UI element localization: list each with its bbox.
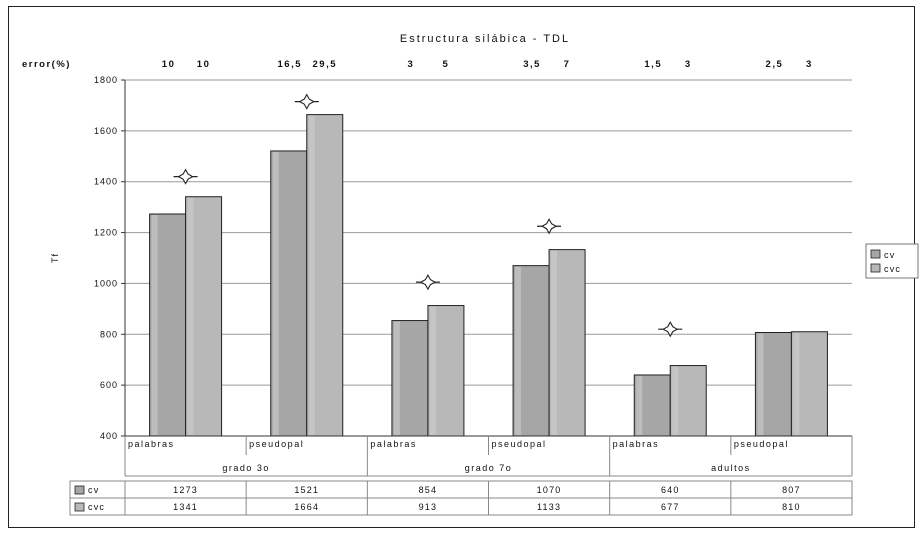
table-cell: 1664 [294, 502, 319, 512]
error-value: 16,5 [278, 59, 303, 70]
bar-shade [636, 375, 643, 435]
table-key-swatch [74, 485, 85, 495]
bar-shade [393, 321, 400, 435]
error-value: 10 [197, 59, 211, 70]
table-series-name: cvc [88, 502, 105, 512]
legend-swatch [870, 263, 881, 273]
bar-shade [151, 215, 158, 435]
significance-marker [177, 168, 194, 185]
legend-label: cvc [884, 264, 901, 274]
group-label: adultos [711, 463, 751, 473]
table-key-swatch [74, 502, 85, 512]
category-label: pseudopal [734, 439, 789, 449]
bar-shade [757, 333, 764, 435]
category-label: palabras [128, 439, 175, 449]
category-label: pseudopal [492, 439, 547, 449]
bars [149, 114, 828, 437]
significance-marker [540, 218, 558, 235]
category-label: palabras [613, 439, 660, 449]
y-tick-label: 1400 [94, 177, 118, 187]
legend-label: cv [884, 250, 895, 260]
chart-title: Estructura silábica - TDL [400, 33, 570, 45]
bar-shade [272, 151, 279, 435]
table-cell: 1070 [537, 485, 562, 495]
error-value: 2,5 [766, 59, 784, 70]
table-cell: 913 [419, 502, 438, 512]
error-value: 3 [408, 59, 415, 70]
error-value: 7 [564, 59, 571, 70]
table-cell: 1521 [294, 485, 319, 495]
bar-shade [793, 332, 800, 435]
bar-shade [515, 266, 522, 435]
table-cell: 1341 [173, 502, 198, 512]
table-cell: 810 [782, 502, 801, 512]
y-tick-label: 600 [100, 380, 118, 390]
y-tick-label: 800 [100, 329, 118, 339]
legend-swatch [870, 249, 881, 259]
y-tick-label: 1200 [94, 228, 118, 238]
data-table: palabras pseudopal palabras pseudopal palabr… [69, 436, 853, 516]
table-cell: 807 [782, 485, 801, 495]
significance-marker [298, 93, 315, 110]
error-value: 5 [443, 59, 450, 70]
error-value: 10 [162, 59, 176, 70]
y-tick-label: 400 [100, 431, 118, 441]
y-axis-label: Tf [50, 253, 60, 263]
error-value: 1,5 [644, 59, 662, 70]
table-cell: 640 [661, 485, 680, 495]
table-cell: 854 [419, 485, 438, 495]
bar-shade [551, 250, 558, 435]
table-cell: 677 [661, 502, 680, 512]
bar-shade [429, 306, 436, 435]
labels: Estructura silábica - TDL Tf error(%) 10 10 1… [22, 33, 813, 338]
error-value: 3,5 [523, 59, 541, 70]
error-value: 3 [806, 59, 813, 70]
error-row-label: error(%) [22, 59, 71, 70]
bar-shade [308, 115, 315, 435]
y-tick-label: 1600 [94, 126, 118, 136]
error-value: 3 [685, 59, 692, 70]
group-label: grado 7o [465, 463, 513, 473]
bar-shade [672, 366, 679, 435]
table-series-name: cv [88, 485, 99, 495]
y-tick-label: 1000 [94, 278, 118, 288]
significance-marker [419, 274, 437, 291]
category-label: pseudopal [249, 439, 304, 449]
table-cell: 1133 [537, 502, 561, 512]
gridlines [125, 79, 852, 386]
significance-marker [662, 321, 679, 338]
bar-shade [187, 197, 194, 435]
table-cell: 1273 [173, 485, 198, 495]
error-value: 29,5 [313, 59, 338, 70]
legend: cv cvc [865, 243, 919, 279]
category-label: palabras [370, 439, 417, 449]
group-label: grado 3o [222, 463, 270, 473]
y-tick-label: 1800 [94, 75, 118, 85]
